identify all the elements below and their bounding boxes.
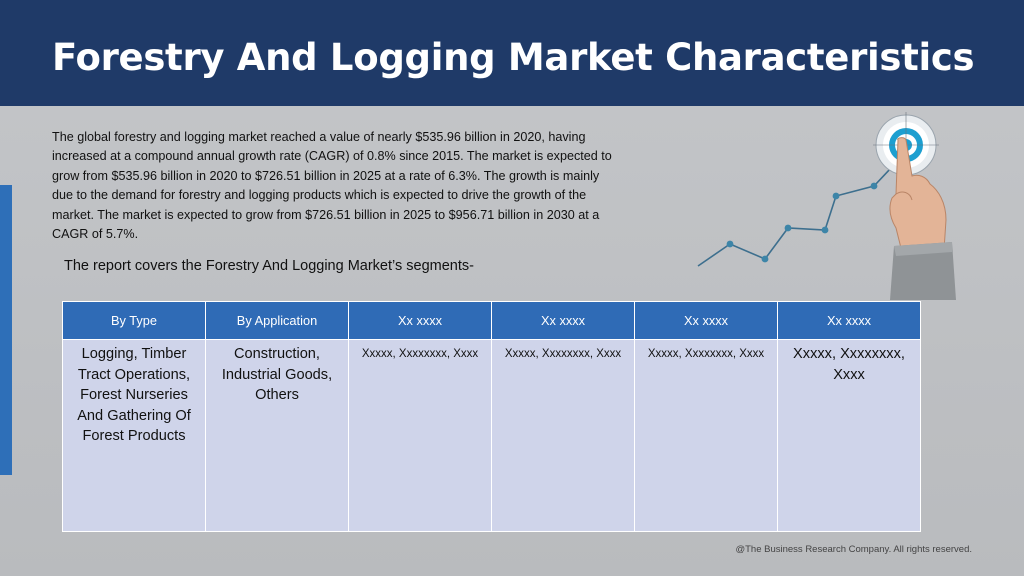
header-segment-5: Xx xxxx <box>634 301 778 340</box>
cell-by-application: Construction, Industrial Goods, Others <box>205 339 349 532</box>
intro-paragraph: The global forestry and logging market r… <box>52 130 612 242</box>
header-segment-6: Xx xxxx <box>777 301 921 340</box>
header-by-type: By Type <box>62 301 206 340</box>
segments-table: By Type By Application Xx xxxx Xx xxxx X… <box>62 301 921 532</box>
cell-segment-4: Xxxxx, Xxxxxxxx, Xxxx <box>491 339 635 532</box>
header-segment-3: Xx xxxx <box>348 301 492 340</box>
cell-by-type: Logging, Timber Tract Operations, Forest… <box>62 339 206 532</box>
cell-segment-3: Xxxxx, Xxxxxxxx, Xxxx <box>348 339 492 532</box>
cell-segment-5: Xxxxx, Xxxxxxxx, Xxxx <box>634 339 778 532</box>
table-row: Logging, Timber Tract Operations, Forest… <box>62 339 921 532</box>
side-accent-bar <box>0 185 12 475</box>
table-header-row: By Type By Application Xx xxxx Xx xxxx X… <box>62 301 921 340</box>
page-title: Forestry And Logging Market Characterist… <box>52 36 975 79</box>
copyright-footer: @The Business Research Company. All righ… <box>735 544 972 555</box>
header-by-application: By Application <box>205 301 349 340</box>
title-banner: Forestry And Logging Market Characterist… <box>0 0 1024 106</box>
cell-segment-6: Xxxxx, Xxxxxxxx, Xxxx <box>777 339 921 532</box>
segments-intro: The report covers the Forestry And Loggi… <box>64 258 474 274</box>
header-segment-4: Xx xxxx <box>491 301 635 340</box>
growth-chart-target-hand-icon <box>697 112 956 300</box>
